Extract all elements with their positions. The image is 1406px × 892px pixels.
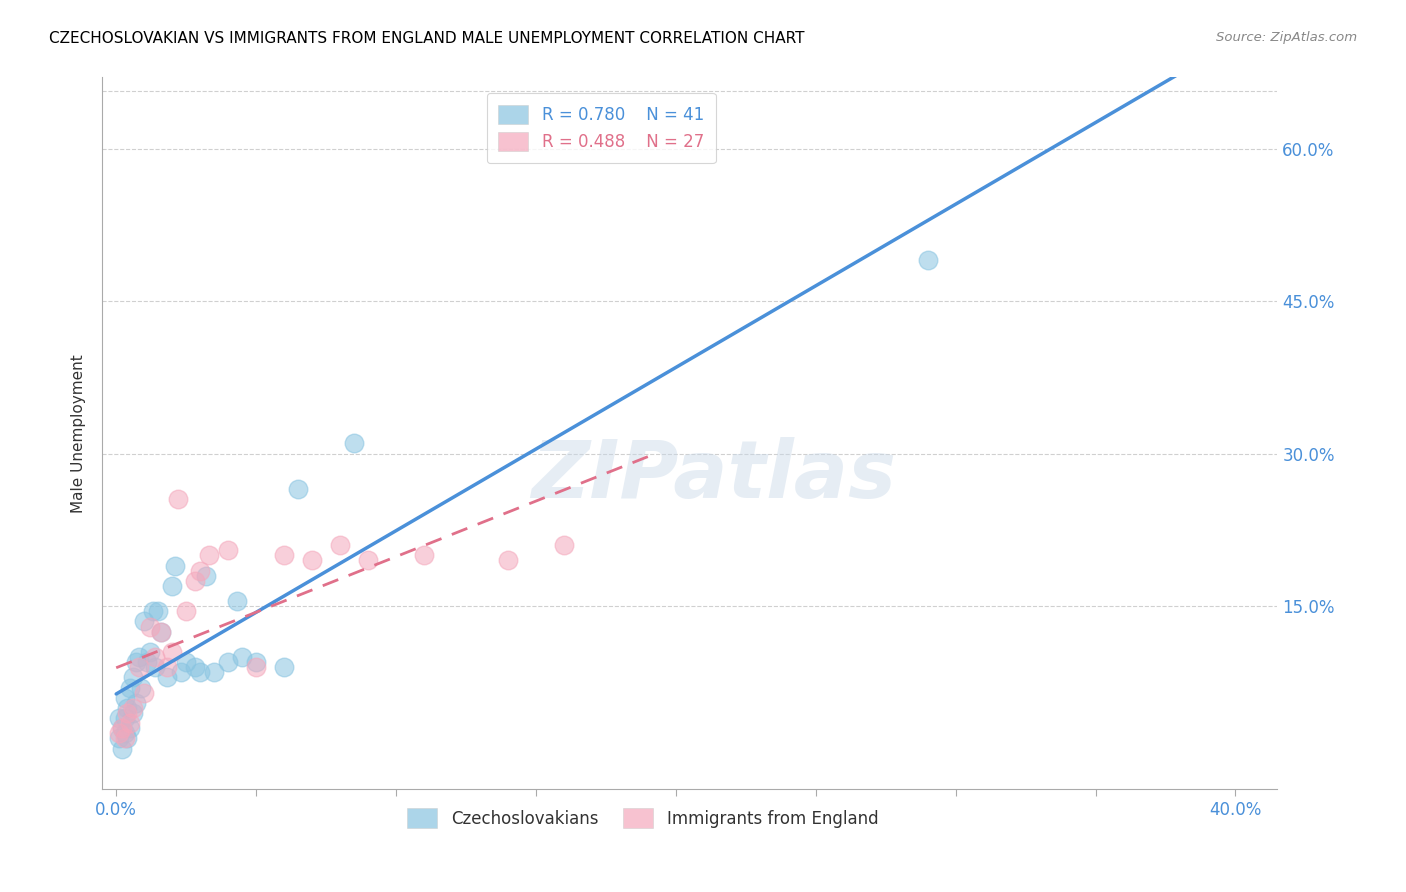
Point <box>917 253 939 268</box>
Point <box>273 660 295 674</box>
Point <box>134 685 156 699</box>
Point <box>245 655 267 669</box>
Point <box>111 741 134 756</box>
Point <box>128 650 150 665</box>
Point <box>146 604 169 618</box>
Point <box>217 655 239 669</box>
Point <box>273 549 295 563</box>
Point <box>287 482 309 496</box>
Point <box>217 543 239 558</box>
Point <box>197 549 219 563</box>
Point <box>117 706 139 720</box>
Point <box>183 574 205 588</box>
Point <box>245 660 267 674</box>
Point <box>231 650 253 665</box>
Point <box>111 721 134 735</box>
Point <box>108 711 131 725</box>
Point <box>125 696 148 710</box>
Point <box>125 655 148 669</box>
Point <box>120 681 142 695</box>
Point <box>142 604 165 618</box>
Point <box>139 619 162 633</box>
Point <box>329 538 352 552</box>
Point <box>225 594 247 608</box>
Point <box>114 711 136 725</box>
Point <box>122 670 145 684</box>
Point <box>108 731 131 746</box>
Text: ZIPatlas: ZIPatlas <box>531 437 896 515</box>
Point <box>174 604 197 618</box>
Point <box>131 681 153 695</box>
Point <box>108 726 131 740</box>
Y-axis label: Male Unemployment: Male Unemployment <box>72 354 86 513</box>
Point <box>155 660 177 674</box>
Text: Source: ZipAtlas.com: Source: ZipAtlas.com <box>1216 31 1357 45</box>
Point <box>357 553 380 567</box>
Point <box>160 579 183 593</box>
Point <box>194 568 217 582</box>
Point <box>343 436 366 450</box>
Point <box>117 701 139 715</box>
Text: CZECHOSLOVAKIAN VS IMMIGRANTS FROM ENGLAND MALE UNEMPLOYMENT CORRELATION CHART: CZECHOSLOVAKIAN VS IMMIGRANTS FROM ENGLA… <box>49 31 804 46</box>
Point <box>117 731 139 746</box>
Point <box>413 549 436 563</box>
Point <box>169 665 191 680</box>
Point <box>149 624 172 639</box>
Point <box>139 645 162 659</box>
Legend: Czechoslovakians, Immigrants from England: Czechoslovakians, Immigrants from Englan… <box>401 802 884 834</box>
Point <box>183 660 205 674</box>
Point <box>134 615 156 629</box>
Point <box>114 731 136 746</box>
Point <box>145 660 167 674</box>
Point <box>145 650 167 665</box>
Point <box>122 701 145 715</box>
Point <box>149 624 172 639</box>
Point <box>122 706 145 720</box>
Point <box>166 492 188 507</box>
Point <box>114 690 136 705</box>
Point <box>202 665 225 680</box>
Point <box>188 665 211 680</box>
Point <box>301 553 323 567</box>
Point <box>120 721 142 735</box>
Point <box>496 553 519 567</box>
Point <box>114 726 136 740</box>
Point <box>174 655 197 669</box>
Point <box>111 721 134 735</box>
Point <box>163 558 186 573</box>
Point <box>128 660 150 674</box>
Point <box>136 655 159 669</box>
Point <box>553 538 575 552</box>
Point <box>120 716 142 731</box>
Point <box>160 645 183 659</box>
Point <box>155 670 177 684</box>
Point <box>188 564 211 578</box>
